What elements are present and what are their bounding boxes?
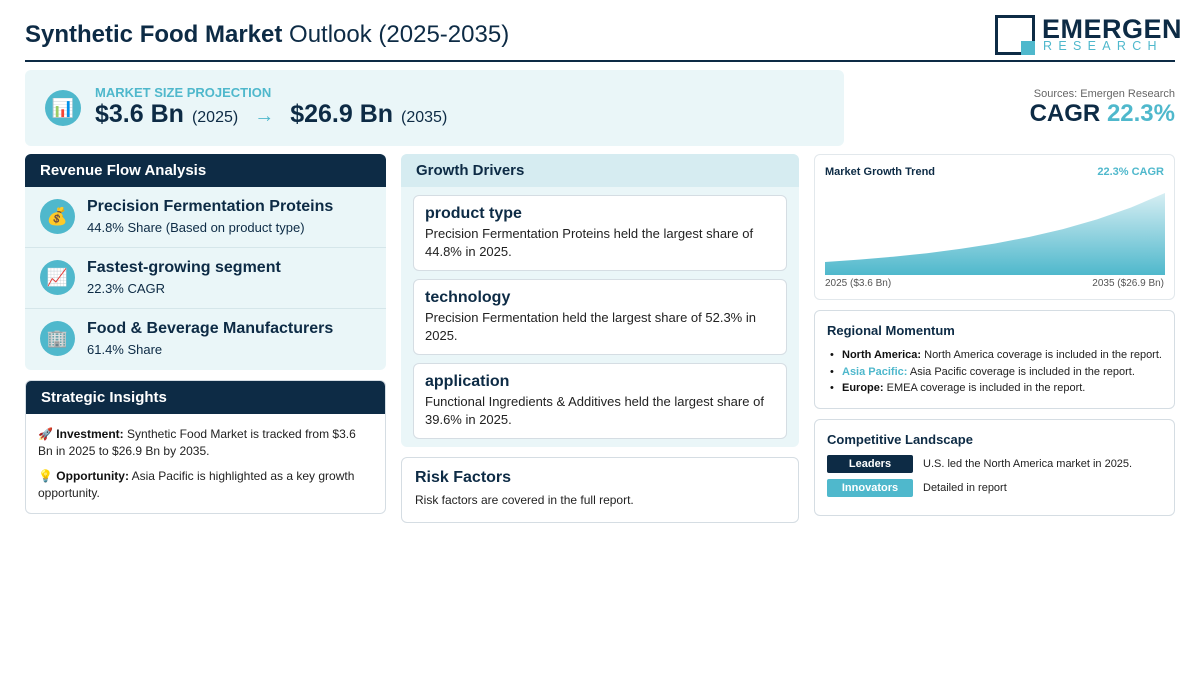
insight-item: 💡 Opportunity: Asia Pacific is highlight… bbox=[38, 468, 373, 502]
driver-item: technology Precision Fermentation held t… bbox=[413, 279, 787, 355]
chart-title: Market Growth Trend bbox=[825, 166, 936, 178]
region-text: Asia Pacific coverage is included in the… bbox=[907, 365, 1135, 378]
chart-cagr-annotation: 22.3% CAGR bbox=[1097, 166, 1164, 178]
projection-end-value: $26.9 Bn bbox=[290, 100, 394, 128]
cagr-value: 22.3% bbox=[1106, 100, 1175, 127]
driver-text: Functional Ingredients & Additives held … bbox=[425, 394, 764, 427]
revenue-item: 📈 Fastest-growing segment 22.3% CAGR bbox=[25, 248, 386, 309]
region-name: Europe: bbox=[842, 382, 884, 394]
region-item: North America: North America coverage is… bbox=[827, 347, 1162, 364]
regional-list: North America: North America coverage is… bbox=[827, 347, 1162, 397]
driver-title: application bbox=[425, 373, 510, 390]
risk-factors-text: Risk factors are covered in the full rep… bbox=[415, 493, 634, 507]
risk-factors-title: Risk Factors bbox=[415, 469, 512, 486]
sources-text: Sources: Emergen Research bbox=[1033, 88, 1175, 100]
insight-text: Asia Pacific is highlighted as a key gro… bbox=[38, 469, 355, 500]
revenue-item: 💰 Precision Fermentation Proteins 44.8% … bbox=[25, 187, 386, 248]
trend-up-icon: 📈 bbox=[40, 260, 75, 295]
lightbulb-icon: 💡 bbox=[38, 469, 53, 483]
revenue-item-sub: 22.3% CAGR bbox=[87, 281, 166, 296]
competitive-row: Leaders U.S. led the North America marke… bbox=[827, 455, 1162, 473]
money-bag-icon: 💰 bbox=[40, 199, 75, 234]
growth-area bbox=[825, 193, 1165, 275]
revenue-item-title: Fastest-growing segment bbox=[87, 259, 281, 276]
rocket-icon: 🚀 bbox=[38, 427, 53, 441]
projection-end-year: (2035) bbox=[401, 109, 448, 126]
emergen-logo: EMERGEN RESEARCH bbox=[995, 14, 1182, 56]
projection-label: MARKET SIZE PROJECTION bbox=[95, 85, 272, 100]
region-name: North America: bbox=[842, 349, 922, 361]
region-name: Asia Pacific: bbox=[842, 365, 908, 378]
growth-drivers-title: Growth Drivers bbox=[401, 154, 799, 187]
revenue-item: 🏢 Food & Beverage Manufacturers 61.4% Sh… bbox=[25, 309, 386, 370]
revenue-flow-title: Revenue Flow Analysis bbox=[25, 154, 386, 187]
insight-label: Investment: bbox=[56, 427, 124, 441]
cagr-label: CAGR bbox=[1029, 100, 1101, 127]
competitive-landscape-card: Competitive Landscape Leaders U.S. led t… bbox=[814, 419, 1175, 516]
growth-trend-chart bbox=[825, 193, 1165, 275]
logo-main-text: EMERGEN bbox=[1042, 14, 1183, 44]
driver-text: Precision Fermentation Proteins held the… bbox=[425, 226, 754, 259]
region-item: Asia Pacific: Asia Pacific coverage is i… bbox=[827, 364, 1162, 381]
page-title-rest: Outlook (2025-2035) bbox=[282, 21, 510, 48]
region-text: EMEA coverage is included in the report. bbox=[883, 382, 1086, 394]
insight-label: Opportunity: bbox=[56, 469, 129, 483]
market-growth-trend-card: Market Growth Trend 22.3% CAGR 2025 ($3.… bbox=[814, 154, 1175, 300]
growth-drivers-card: Growth Drivers product type Precision Fe… bbox=[401, 154, 799, 447]
revenue-item-title: Precision Fermentation Proteins bbox=[87, 198, 334, 215]
strategic-insights-body: 🚀 Investment: Synthetic Food Market is t… bbox=[26, 414, 385, 513]
innovators-badge: Innovators bbox=[827, 479, 913, 497]
competitive-row-text: Detailed in report bbox=[923, 482, 1007, 494]
strategic-insights-title: Strategic Insights bbox=[26, 381, 385, 414]
bar-chart-icon: 📊 bbox=[45, 90, 81, 126]
projection-values: $3.6 Bn (2025) → $26.9 Bn (2035) bbox=[95, 100, 447, 129]
driver-item: product type Precision Fermentation Prot… bbox=[413, 195, 787, 271]
projection-start-year: (2025) bbox=[191, 109, 239, 126]
driver-title: product type bbox=[425, 205, 522, 222]
competitive-landscape-title: Competitive Landscape bbox=[827, 432, 973, 447]
insight-item: 🚀 Investment: Synthetic Food Market is t… bbox=[38, 426, 373, 460]
driver-title: technology bbox=[425, 289, 511, 306]
cagr-summary: CAGR 22.3% bbox=[1030, 100, 1175, 128]
logo-sub-text: RESEARCH bbox=[1043, 39, 1163, 53]
leaders-badge: Leaders bbox=[827, 455, 913, 473]
region-item: Europe: EMEA coverage is included in the… bbox=[827, 380, 1162, 397]
page-title: Synthetic Food Market Outlook (2025-2035… bbox=[25, 21, 509, 49]
revenue-item-sub: 44.8% Share (Based on product type) bbox=[87, 220, 305, 235]
title-bar: Synthetic Food Market Outlook (2025-2035… bbox=[25, 14, 1182, 62]
arrow-right-icon: → bbox=[254, 105, 275, 127]
driver-item: application Functional Ingredients & Add… bbox=[413, 363, 787, 439]
region-text: North America coverage is included in th… bbox=[921, 349, 1162, 361]
page-title-bold: Synthetic Food Market bbox=[25, 21, 283, 48]
revenue-flow-card: Revenue Flow Analysis 💰 Precision Fermen… bbox=[25, 154, 386, 370]
revenue-item-sub: 61.4% Share bbox=[87, 342, 163, 357]
insight-text: Synthetic Food Market is tracked from $3… bbox=[38, 427, 356, 458]
driver-text: Precision Fermentation held the largest … bbox=[425, 310, 756, 343]
competitive-row-text: U.S. led the North America market in 202… bbox=[923, 458, 1133, 470]
market-size-projection-card: 📊 MARKET SIZE PROJECTION $3.6 Bn (2025) … bbox=[25, 70, 844, 146]
logo-mark-icon bbox=[995, 15, 1035, 55]
building-icon: 🏢 bbox=[40, 321, 75, 356]
chart-end-label: 2035 ($26.9 Bn) bbox=[1092, 278, 1164, 289]
regional-momentum-title: Regional Momentum bbox=[827, 323, 955, 338]
regional-momentum-card: Regional Momentum North America: North A… bbox=[814, 310, 1175, 409]
strategic-insights-card: Strategic Insights 🚀 Investment: Synthet… bbox=[25, 380, 386, 514]
projection-start-value: $3.6 Bn bbox=[95, 100, 184, 128]
competitive-row: Innovators Detailed in report bbox=[827, 479, 1162, 497]
revenue-item-title: Food & Beverage Manufacturers bbox=[87, 320, 334, 337]
chart-start-label: 2025 ($3.6 Bn) bbox=[825, 278, 892, 289]
risk-factors-card: Risk Factors Risk factors are covered in… bbox=[401, 457, 799, 523]
